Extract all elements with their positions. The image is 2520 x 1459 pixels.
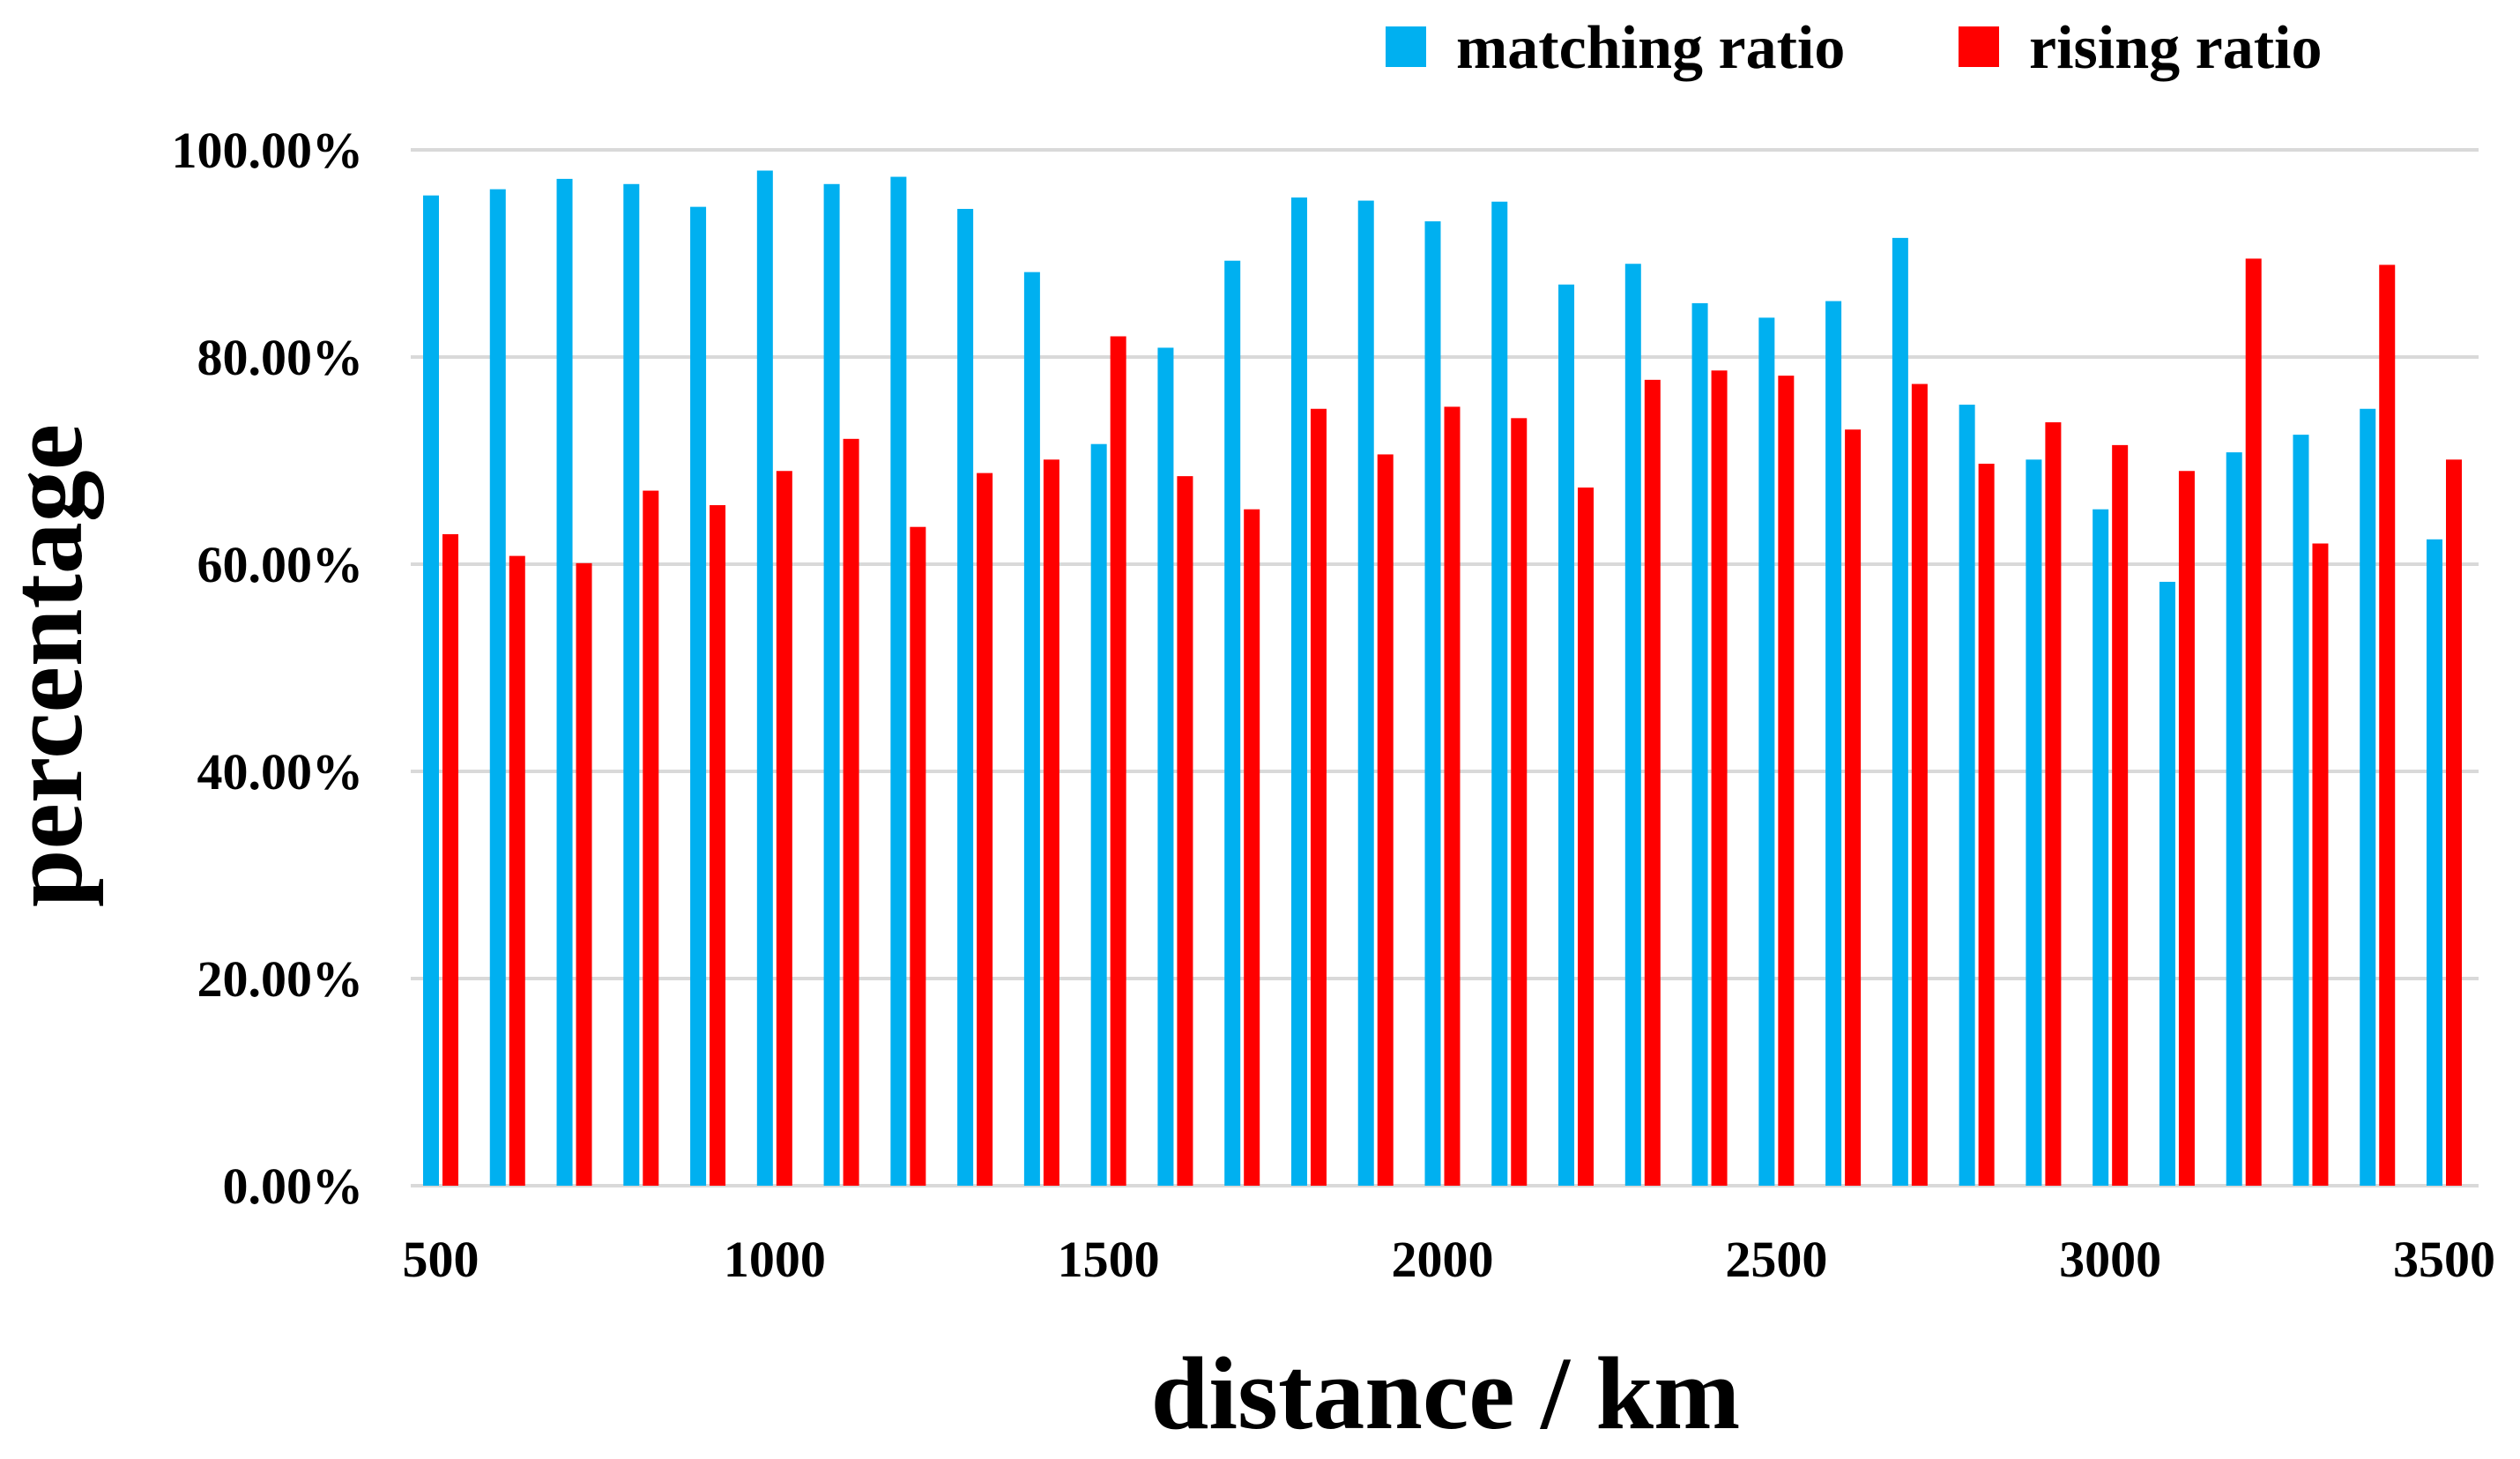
bar-matching-ratio-2500 <box>1758 317 1775 1187</box>
bar-matching-ratio-800 <box>623 183 640 1186</box>
bar-rising-ratio-700 <box>576 562 592 1186</box>
y-tick-label-1: 20.00% <box>197 950 364 1008</box>
legend-label-rising-ratio: rising ratio <box>2029 14 2322 82</box>
bar-rising-ratio-3400 <box>2379 264 2396 1186</box>
bar-rising-ratio-1700 <box>1244 509 1260 1186</box>
bar-matching-ratio-1400 <box>1023 272 1040 1186</box>
bar-rising-ratio-1400 <box>1043 459 1059 1186</box>
bar-matching-ratio-2600 <box>1825 301 1842 1186</box>
bar-rising-ratio-2500 <box>1778 376 1795 1186</box>
x-tick-label-1500: 1500 <box>1058 1231 1160 1288</box>
bar-matching-ratio-3000 <box>2093 509 2109 1186</box>
bar-rising-ratio-2700 <box>1911 383 1928 1186</box>
y-axis-tick-labels: 0.00% 20.00% 40.00% 60.00% 80.00% 100.00% <box>172 122 364 1215</box>
x-tick-label-3000: 3000 <box>2059 1231 2161 1288</box>
bar-matching-ratio-3500 <box>2427 539 2442 1186</box>
bar-matching-ratio-2800 <box>1959 405 1975 1186</box>
bar-rising-ratio-3500 <box>2446 459 2462 1186</box>
bar-matching-ratio-600 <box>489 189 506 1186</box>
bar-rising-ratio-3100 <box>2178 471 2195 1186</box>
bar-matching-ratio-3100 <box>2159 581 2175 1186</box>
bar-matching-ratio-1900 <box>1357 200 1374 1187</box>
y-tick-label-4: 80.00% <box>197 329 364 386</box>
bar-matching-ratio-700 <box>556 178 573 1186</box>
y-tick-label-5: 100.00% <box>172 122 364 179</box>
bar-rising-ratio-3200 <box>2245 258 2262 1186</box>
bar-rising-ratio-2900 <box>2045 422 2062 1186</box>
bar-rising-ratio-1200 <box>910 526 926 1186</box>
y-axis-title: percentage <box>0 424 104 907</box>
bar-rising-ratio-1800 <box>1310 408 1327 1186</box>
bar-rising-ratio-1500 <box>1110 336 1126 1186</box>
bar-rising-ratio-2200 <box>1578 488 1595 1186</box>
bar-matching-ratio-3400 <box>2360 408 2376 1186</box>
bar-matching-ratio-2900 <box>2026 459 2042 1186</box>
bar-matching-ratio-2200 <box>1558 284 1575 1186</box>
bar-rising-ratio-800 <box>643 490 659 1186</box>
bar-matching-ratio-2700 <box>1892 237 1908 1186</box>
bar-matching-ratio-2300 <box>1624 264 1641 1186</box>
x-axis-title: distance / km <box>1151 1336 1741 1451</box>
bar-rising-ratio-2600 <box>1845 429 1862 1186</box>
legend-swatch-rising-ratio <box>1959 26 1999 67</box>
bar-rising-ratio-1000 <box>776 471 792 1186</box>
bar-matching-ratio-1600 <box>1157 347 1174 1186</box>
x-axis-tick-labels: 500 1000 1500 2000 2500 3000 3500 <box>403 1231 2496 1288</box>
bar-matching-ratio-1300 <box>957 208 974 1187</box>
bar-matching-ratio-3300 <box>2293 435 2309 1186</box>
bar-matching-ratio-2000 <box>1424 221 1441 1187</box>
bar-matching-ratio-1200 <box>890 176 907 1186</box>
bar-rising-ratio-2100 <box>1511 418 1528 1186</box>
bar-rising-ratio-600 <box>509 555 525 1186</box>
bar-rising-ratio-1300 <box>977 473 993 1186</box>
bar-matching-ratio-3200 <box>2226 452 2242 1186</box>
bar-series <box>423 170 2462 1187</box>
bar-rising-ratio-3000 <box>2112 444 2129 1186</box>
bar-rising-ratio-500 <box>442 533 458 1186</box>
bar-matching-ratio-2400 <box>1691 302 1708 1186</box>
bar-rising-ratio-3300 <box>2312 543 2329 1186</box>
x-tick-label-2500: 2500 <box>1725 1231 1827 1288</box>
bar-matching-ratio-1500 <box>1090 443 1107 1186</box>
bar-rising-ratio-1600 <box>1177 476 1193 1186</box>
legend: matching ratio rising ratio <box>1386 14 2322 82</box>
bar-matching-ratio-900 <box>690 206 707 1186</box>
y-tick-label-3: 60.00% <box>197 536 364 593</box>
x-tick-label-1000: 1000 <box>724 1231 826 1288</box>
x-tick-label-2000: 2000 <box>1392 1231 1494 1288</box>
bar-rising-ratio-2400 <box>1711 370 1728 1186</box>
x-tick-label-3500: 3500 <box>2393 1231 2495 1288</box>
bar-matching-ratio-1000 <box>756 170 773 1186</box>
bar-rising-ratio-1900 <box>1377 454 1394 1186</box>
bar-matching-ratio-2100 <box>1491 201 1508 1186</box>
legend-label-matching-ratio: matching ratio <box>1456 14 1845 82</box>
y-tick-label-2: 40.00% <box>197 743 364 800</box>
bar-matching-ratio-1700 <box>1224 260 1241 1187</box>
bar-rising-ratio-1100 <box>843 438 859 1186</box>
bar-matching-ratio-500 <box>423 195 439 1187</box>
y-tick-label-0: 0.00% <box>223 1158 364 1215</box>
x-tick-label-500: 500 <box>403 1231 479 1288</box>
bar-matching-ratio-1800 <box>1290 197 1307 1186</box>
bar-rising-ratio-2800 <box>1978 464 1995 1186</box>
bar-rising-ratio-900 <box>710 505 726 1186</box>
bar-rising-ratio-2300 <box>1644 379 1661 1187</box>
bar-rising-ratio-2000 <box>1444 406 1461 1186</box>
legend-swatch-matching-ratio <box>1386 26 1426 67</box>
bar-matching-ratio-1100 <box>823 183 840 1186</box>
